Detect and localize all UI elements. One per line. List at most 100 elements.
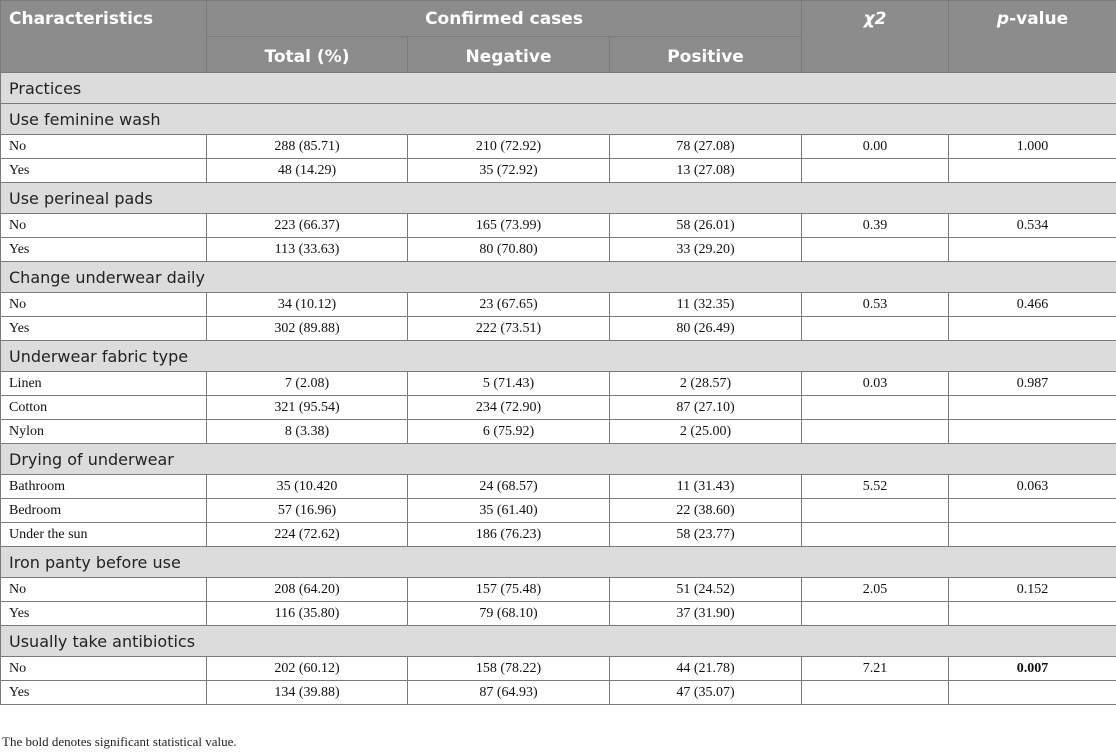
cell-positive: 80 (26.49) [608, 316, 803, 341]
cell-label: No [0, 292, 207, 317]
cell-negative: 35 (61.40) [407, 498, 610, 523]
cell-negative: 80 (70.80) [407, 237, 610, 262]
cell-positive: 2 (28.57) [608, 371, 803, 396]
cell-total: 35 (10.420 [206, 474, 408, 499]
cell-chi2 [801, 395, 950, 420]
table-row: No 208 (64.20) 157 (75.48) 51 (24.52) 2.05 0.… [0, 577, 1116, 602]
cell-total: 57 (16.96) [206, 498, 408, 523]
cell-total: 113 (33.63) [206, 237, 408, 262]
cell-total: 224 (72.62) [206, 522, 408, 547]
cell-p-value [948, 498, 1116, 523]
cell-total: 116 (35.80) [206, 601, 408, 626]
cell-chi2 [801, 498, 950, 523]
table-row: Yes 113 (33.63) 80 (70.80) 33 (29.20) [0, 237, 1116, 262]
table-row: No 223 (66.37) 165 (73.99) 58 (26.01) 0.39 0.… [0, 213, 1116, 238]
cell-negative: 158 (78.22) [407, 656, 610, 681]
cell-negative: 24 (68.57) [407, 474, 610, 499]
header-chi2-label: χ2 [863, 9, 887, 29]
cell-negative: 210 (72.92) [407, 134, 610, 159]
section-row: Drying of underwear [0, 443, 1116, 475]
table-row: No 34 (10.12) 23 (67.65) 11 (32.35) 0.53 0.46… [0, 292, 1116, 317]
table-row: No 288 (85.71) 210 (72.92) 78 (27.08) 0.00 1.… [0, 134, 1116, 159]
cell-positive: 13 (27.08) [608, 158, 803, 183]
cell-negative: 87 (64.93) [407, 680, 610, 705]
cell-negative: 35 (72.92) [407, 158, 610, 183]
section-title: Use feminine wash [0, 103, 1116, 135]
cell-negative: 186 (76.23) [407, 522, 610, 547]
cell-label: Bathroom [0, 474, 207, 499]
cell-chi2 [801, 419, 950, 444]
cell-total: 208 (64.20) [206, 577, 408, 602]
results-table: Characteristics Confirmed cases χ2 p-val… [0, 0, 1116, 705]
section-row: Usually take antibiotics [0, 625, 1116, 657]
section-row: Change underwear daily [0, 261, 1116, 293]
table-row: Linen 7 (2.08) 5 (71.43) 2 (28.57) 0.03 0.987 [0, 371, 1116, 396]
cell-positive: 47 (35.07) [608, 680, 803, 705]
cell-positive: 2 (25.00) [608, 419, 803, 444]
cell-chi2: 0.00 [801, 134, 950, 159]
header-p-rest: -value [1009, 9, 1069, 29]
cell-positive: 78 (27.08) [608, 134, 803, 159]
cell-chi2: 5.52 [801, 474, 950, 499]
header-total: Total (%) [206, 36, 408, 73]
cell-negative: 157 (75.48) [407, 577, 610, 602]
header-chi2: χ2 [801, 0, 950, 73]
section-title: Practices [0, 72, 1116, 104]
cell-label: No [0, 577, 207, 602]
table-row: Under the sun 224 (72.62) 186 (76.23) 58 (2… [0, 522, 1116, 547]
header-characteristics: Characteristics [0, 0, 207, 73]
cell-total: 288 (85.71) [206, 134, 408, 159]
cell-chi2 [801, 601, 950, 626]
cell-label: Yes [0, 680, 207, 705]
cell-total: 7 (2.08) [206, 371, 408, 396]
cell-chi2: 0.03 [801, 371, 950, 396]
table-row: No 202 (60.12) 158 (78.22) 44 (21.78) 7.21 0.… [0, 656, 1116, 681]
table-row: Yes 116 (35.80) 79 (68.10) 37 (31.90) [0, 601, 1116, 626]
cell-label: Cotton [0, 395, 207, 420]
cell-positive: 11 (31.43) [608, 474, 803, 499]
cell-p-value: 0.152 [948, 577, 1116, 602]
header-p-value: p-value [948, 0, 1116, 73]
cell-label: Yes [0, 237, 207, 262]
cell-chi2: 7.21 [801, 656, 950, 681]
section-title: Change underwear daily [0, 261, 1116, 293]
cell-p-value [948, 237, 1116, 262]
cell-total: 134 (39.88) [206, 680, 408, 705]
cell-total: 321 (95.54) [206, 395, 408, 420]
cell-p-value: 0.534 [948, 213, 1116, 238]
cell-label: Under the sun [0, 522, 207, 547]
cell-positive: 87 (27.10) [608, 395, 803, 420]
cell-positive: 58 (26.01) [608, 213, 803, 238]
cell-negative: 234 (72.90) [407, 395, 610, 420]
table-row: Bedroom 57 (16.96) 35 (61.40) 22 (38.60) [0, 498, 1116, 523]
header-negative: Negative [407, 36, 610, 73]
cell-chi2: 2.05 [801, 577, 950, 602]
cell-negative: 222 (73.51) [407, 316, 610, 341]
cell-negative: 5 (71.43) [407, 371, 610, 396]
cell-chi2 [801, 680, 950, 705]
cell-label: Linen [0, 371, 207, 396]
cell-p-value: 0.007 [948, 656, 1116, 681]
cell-p-value [948, 419, 1116, 444]
cell-positive: 51 (24.52) [608, 577, 803, 602]
header-row-top: Characteristics Confirmed cases χ2 p-val… [0, 0, 1116, 73]
cell-chi2 [801, 316, 950, 341]
cell-label: No [0, 213, 207, 238]
cell-chi2: 0.53 [801, 292, 950, 317]
cell-positive: 58 (23.77) [608, 522, 803, 547]
table-row: Bathroom 35 (10.420 24 (68.57) 11 (31.43) 5.… [0, 474, 1116, 499]
cell-total: 302 (89.88) [206, 316, 408, 341]
cell-label: No [0, 134, 207, 159]
section-title: Iron panty before use [0, 546, 1116, 578]
cell-label: Nylon [0, 419, 207, 444]
table-row: Nylon 8 (3.38) 6 (75.92) 2 (25.00) [0, 419, 1116, 444]
table-row: Yes 302 (89.88) 222 (73.51) 80 (26.49) [0, 316, 1116, 341]
section-title: Drying of underwear [0, 443, 1116, 475]
section-title: Underwear fabric type [0, 340, 1116, 372]
section-row: Use feminine wash [0, 103, 1116, 135]
cell-p-value: 1.000 [948, 134, 1116, 159]
table-row: Cotton 321 (95.54) 234 (72.90) 87 (27.10) [0, 395, 1116, 420]
cell-negative: 165 (73.99) [407, 213, 610, 238]
table-row: Yes 134 (39.88) 87 (64.93) 47 (35.07) [0, 680, 1116, 705]
cell-chi2 [801, 158, 950, 183]
